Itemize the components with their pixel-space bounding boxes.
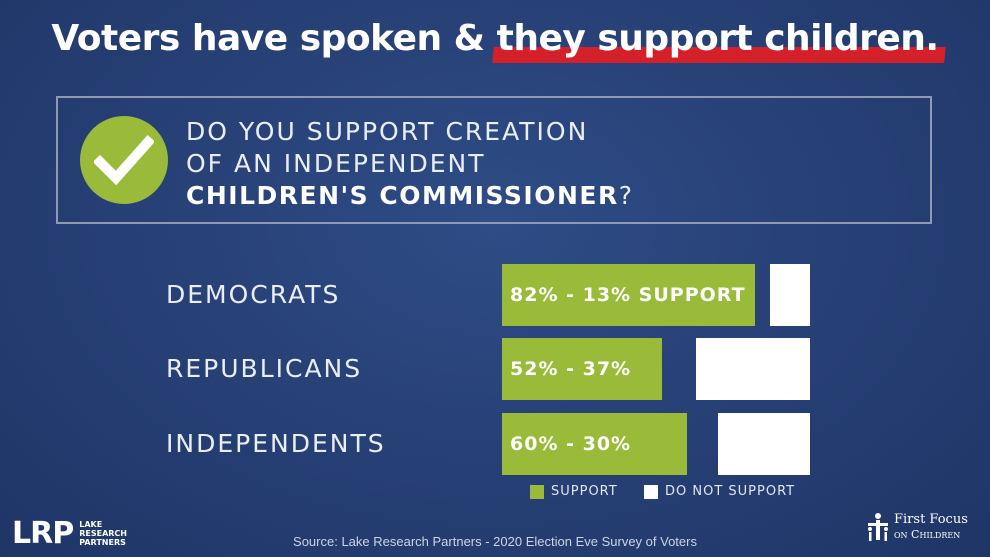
source-note: Source: Lake Research Partners - 2020 El…: [293, 534, 697, 549]
ffc-line2: on Children: [894, 528, 961, 541]
question-line3: CHILDREN'S COMMISSIONER?: [186, 180, 746, 212]
lrp-sub-line2: RESEARCH: [79, 529, 127, 538]
question-line3-bold: CHILDREN'S COMMISSIONER: [186, 181, 619, 210]
lrp-logo: LRP LAKE RESEARCH PARTNERS: [12, 516, 127, 551]
lrp-sub-line1: LAKE: [79, 520, 103, 529]
lrp-logo-text: LRP: [12, 516, 74, 551]
category-label-democrats: DEMOCRATS: [166, 280, 341, 309]
question-box: [56, 96, 932, 224]
data-label-independents: 60% - 30%: [510, 433, 632, 455]
survey-question: DO YOU SUPPORT CREATION OF AN INDEPENDEN…: [186, 116, 746, 212]
first-focus-family-icon: [868, 513, 888, 541]
category-label-republicans: REPUBLICANS: [166, 354, 363, 383]
first-focus-logo: First Focus on Children: [866, 512, 968, 542]
headline-highlight: they support children.: [497, 18, 939, 59]
legend-do-not-support: DO NOT SUPPORT: [644, 484, 795, 499]
question-line1: DO YOU SUPPORT CREATION: [186, 117, 589, 146]
legend-support: SUPPORT: [530, 484, 618, 499]
data-label-democrats: 82% - 13% SUPPORT: [510, 284, 746, 306]
bar-do-not-support-democrats: [769, 264, 810, 326]
question-line3-end: ?: [618, 181, 634, 210]
checkmark-icon: [80, 116, 168, 204]
legend-support-label: SUPPORT: [551, 484, 618, 499]
bar-do-not-support-independents: [717, 413, 810, 475]
headline-part2: they support children.: [496, 18, 939, 59]
headline-part1: Voters have spoken &: [51, 18, 497, 59]
bar-support-republicans: 52% - 37%: [502, 338, 663, 400]
category-label-independents: INDEPENDENTS: [166, 429, 386, 458]
question-line2: OF AN INDEPENDENT: [186, 149, 486, 178]
bar-support-democrats: 82% - 13% SUPPORT: [502, 264, 755, 326]
lrp-sub-line3: PARTNERS: [79, 538, 126, 547]
bar-do-not-support-republicans: [696, 338, 810, 400]
legend-do-not-support-label: DO NOT SUPPORT: [665, 484, 796, 499]
legend-do-not-support-swatch: [644, 484, 658, 499]
legend-support-swatch: [530, 484, 544, 499]
bar-support-independents: 60% - 30%: [502, 413, 687, 475]
headline: Voters have spoken & they support childr…: [0, 18, 990, 59]
data-label-republicans: 52% - 37%: [510, 358, 632, 380]
lrp-logo-subtitle: LAKE RESEARCH PARTNERS: [79, 520, 127, 547]
ffc-line1: First Focus: [894, 512, 968, 527]
